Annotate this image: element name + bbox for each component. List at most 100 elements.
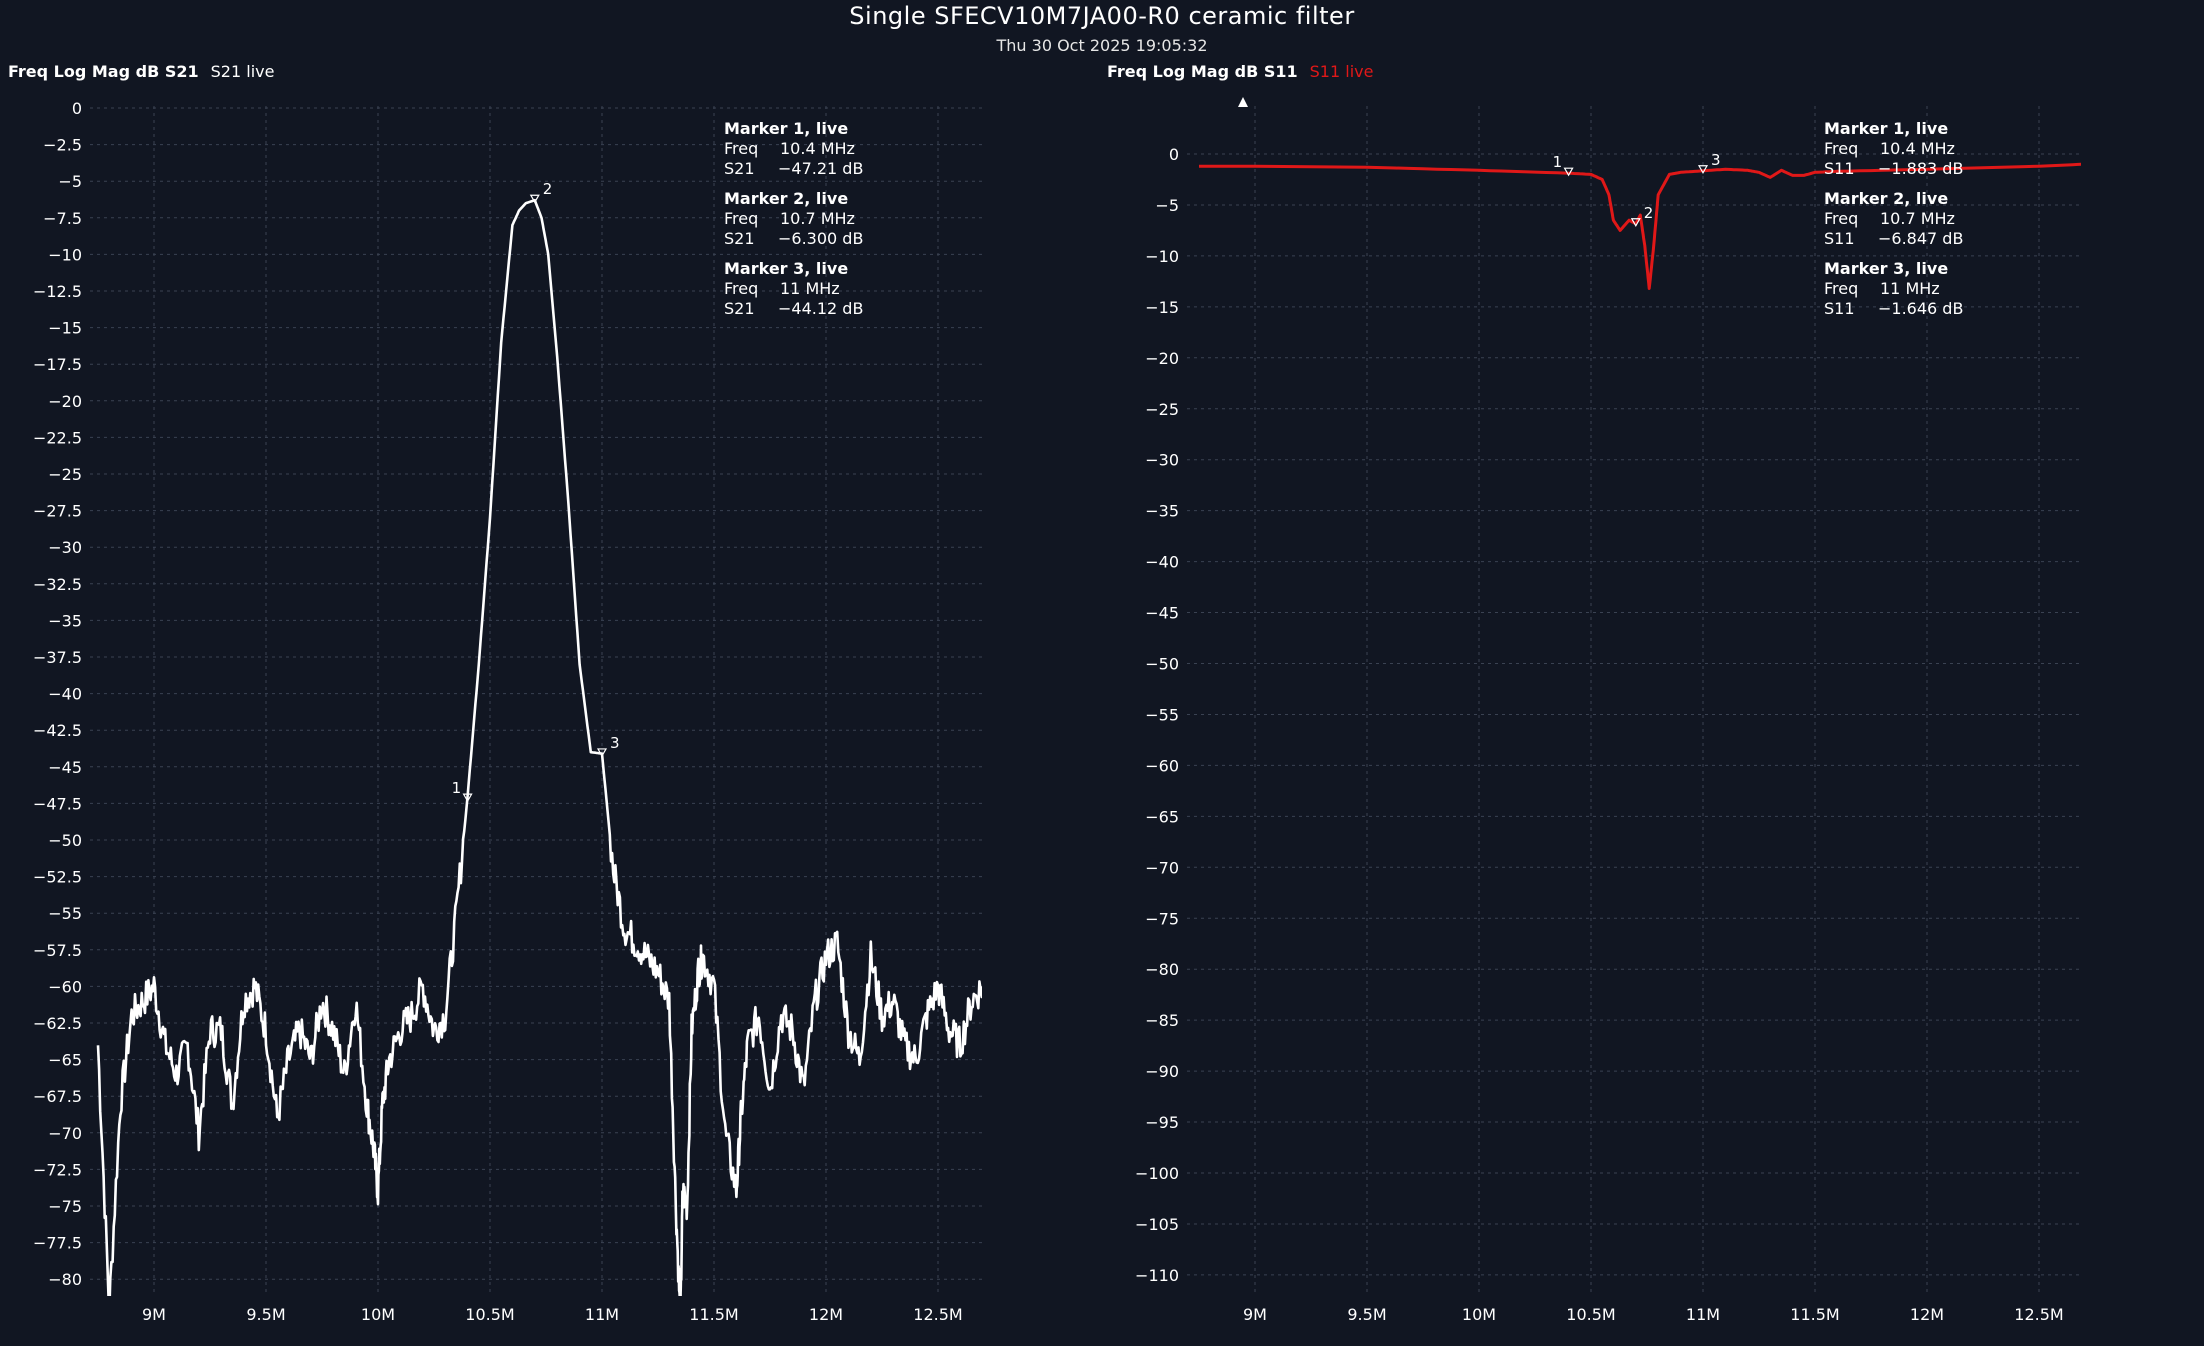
marker-freq-label: Freq (724, 209, 758, 228)
y-tick-label: −30 (1145, 451, 1179, 470)
y-tick-label: −32.5 (33, 575, 82, 594)
y-tick-label: −45 (48, 758, 82, 777)
grid (1187, 106, 2081, 1296)
s11-chart[interactable]: 0 −5 −10 −15 −20 −25 −30 −35 −40 −45 −50 −55 −60 −65 −… (1054, 0, 2204, 1346)
y-tick-label: −62.5 (33, 1014, 82, 1033)
y-tick-label: −40 (1145, 553, 1179, 572)
marker-title: Marker 3, live (1824, 259, 1948, 278)
marker-param-label: S11 (1824, 229, 1855, 248)
y-tick-label: −20 (1145, 349, 1179, 368)
y-tick-label: −20 (48, 392, 82, 411)
s21-chart[interactable]: 0 −2.5 −5 −7.5 −10 −12.5 −15 −17.5 −20 −22.5 −25 −2… (0, 0, 1000, 1346)
marker-param-value: −6.847 dB (1878, 229, 1963, 248)
y-tick-label: 0 (1169, 145, 1179, 164)
y-tick-label: −25 (1145, 400, 1179, 419)
marker-triangle-icon (529, 194, 540, 204)
y-tick-label: −75 (48, 1197, 82, 1216)
x-tick-label: 11M (585, 1305, 619, 1324)
marker-param-value: −1.646 dB (1878, 299, 1963, 318)
s11-trace-line (1199, 162, 2081, 290)
marker-param-label: S21 (724, 299, 755, 318)
y-tick-label: −47.5 (33, 794, 82, 813)
y-tick-label: −80 (1145, 960, 1179, 979)
y-tick-label: −70 (1145, 858, 1179, 877)
y-tick-label: −45 (1145, 604, 1179, 623)
marker-param-value: −44.12 dB (778, 299, 863, 318)
y-tick-label: −7.5 (43, 209, 82, 228)
marker-freq-label: Freq (1824, 209, 1858, 228)
marker-param-label: S11 (1824, 159, 1855, 178)
x-tick-label: 12.5M (2014, 1305, 2063, 1324)
x-tick-label: 11.5M (1790, 1305, 1839, 1324)
y-tick-label: −65 (48, 1051, 82, 1070)
marker-param-value: −1.883 dB (1878, 159, 1963, 178)
y-tick-label: −90 (1145, 1062, 1179, 1081)
x-tick-label: 10M (1462, 1305, 1496, 1324)
y-axis-ticks: 0 −2.5 −5 −7.5 −10 −12.5 −15 −17.5 −20 −22.5 −25 −2… (33, 99, 82, 1289)
x-tick-label: 12.5M (913, 1305, 962, 1324)
x-tick-label: 11.5M (689, 1305, 738, 1324)
x-tick-label: 11M (1686, 1305, 1720, 1324)
x-tick-label: 9M (142, 1305, 166, 1324)
x-tick-label: 9.5M (246, 1305, 285, 1324)
y-tick-label: −110 (1135, 1266, 1179, 1285)
y-tick-label: −35 (48, 611, 82, 630)
y-tick-label: −10 (48, 245, 82, 264)
y-tick-label: −25 (48, 465, 82, 484)
x-tick-label: 10.5M (465, 1305, 514, 1324)
marker-param-value: −6.300 dB (778, 229, 863, 248)
y-tick-label: −42.5 (33, 721, 82, 740)
y-tick-label: −27.5 (33, 502, 82, 521)
marker-title: Marker 2, live (1824, 189, 1948, 208)
marker-param-value: −47.21 dB (778, 159, 863, 178)
s11-trace-header: Freq Log Mag dB S11 S11 live (1107, 62, 1373, 81)
y-tick-label: −10 (1145, 247, 1179, 266)
y-tick-label: −15 (1145, 298, 1179, 317)
y-tick-label: −5 (58, 172, 82, 191)
marker-triangle-icon (462, 793, 473, 803)
marker-id-label: 2 (543, 180, 553, 198)
marker-id-label: 1 (1553, 153, 1563, 171)
marker-param-label: S21 (724, 229, 755, 248)
trace-markers: 1 2 3 (1553, 151, 1721, 227)
marker-triangle-icon (1697, 165, 1709, 174)
marker-param-label: S11 (1824, 299, 1855, 318)
y-tick-label: −12.5 (33, 282, 82, 301)
y-axis-ticks: 0 −5 −10 −15 −20 −25 −30 −35 −40 −45 −50 −55 −60 −65 −… (1135, 145, 1179, 1285)
y-tick-label: −77.5 (33, 1234, 82, 1253)
x-axis-ticks: 9M 9.5M 10M 10.5M 11M 11.5M 12M 12.5M (142, 1305, 963, 1324)
s21-trace-header: Freq Log Mag dB S21 S21 live (8, 62, 274, 81)
marker-freq-value: 10.4 MHz (1880, 139, 1955, 158)
y-tick-label: −55 (48, 904, 82, 923)
y-tick-label: −17.5 (33, 355, 82, 374)
marker-freq-label: Freq (724, 139, 758, 158)
y-tick-label: −50 (48, 831, 82, 850)
y-tick-label: −75 (1145, 909, 1179, 928)
marker-id-label: 1 (452, 779, 462, 797)
marker-freq-value: 11 MHz (780, 279, 840, 298)
y-tick-label: 0 (72, 99, 82, 118)
x-tick-label: 10.5M (1566, 1305, 1615, 1324)
y-tick-label: −105 (1135, 1215, 1179, 1234)
marker-triangle-icon (596, 748, 608, 758)
marker-freq-value: 10.4 MHz (780, 139, 855, 158)
y-tick-label: −100 (1135, 1164, 1179, 1183)
marker-freq-value: 11 MHz (1880, 279, 1940, 298)
chart-title: Single SFECV10M7JA00-R0 ceramic filter (849, 2, 1355, 30)
s21-format-label: Freq Log Mag dB S21 (8, 62, 199, 81)
x-tick-label: 9M (1243, 1305, 1267, 1324)
marker-title: Marker 3, live (724, 259, 848, 278)
s21-trace-line (96, 198, 982, 1296)
x-tick-label: 12M (1910, 1305, 1944, 1324)
y-tick-label: −57.5 (33, 941, 82, 960)
trace-markers: 1 2 3 (452, 180, 620, 803)
chart-timestamp: Thu 30 Oct 2025 19:05:32 (996, 36, 1208, 55)
x-tick-label: 10M (361, 1305, 395, 1324)
y-tick-label: −37.5 (33, 648, 82, 667)
y-tick-label: −40 (48, 685, 82, 704)
marker-id-label: 2 (1644, 204, 1654, 222)
y-tick-label: −55 (1145, 705, 1179, 724)
x-axis-ticks: 9M 9.5M 10M 10.5M 11M 11.5M 12M 12.5M (1243, 1305, 2064, 1324)
grid (90, 106, 982, 1296)
